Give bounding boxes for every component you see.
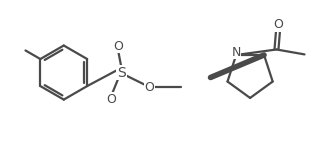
Text: N: N	[231, 46, 241, 59]
Text: O: O	[107, 93, 117, 106]
Text: O: O	[144, 81, 154, 94]
Text: O: O	[273, 18, 283, 31]
Text: O: O	[113, 40, 123, 53]
Text: S: S	[117, 66, 126, 80]
